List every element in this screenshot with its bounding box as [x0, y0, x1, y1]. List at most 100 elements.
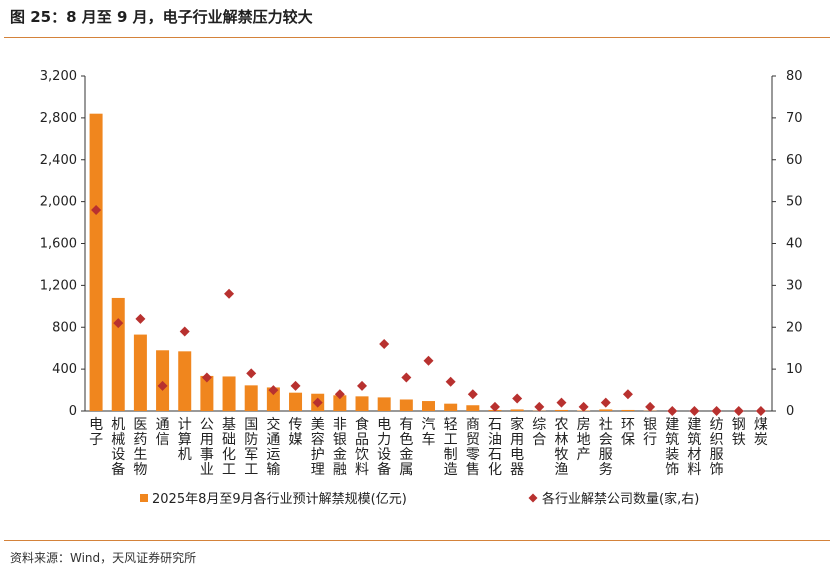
- right-tick-label: 20: [786, 320, 803, 335]
- category-label: 电子: [89, 417, 103, 448]
- bar: [133, 334, 147, 411]
- bar: [89, 113, 103, 411]
- count-marker: [711, 406, 722, 416]
- bar: [554, 409, 568, 411]
- category-label: 非银金融: [333, 417, 347, 478]
- category-label: 食品饮料: [355, 416, 369, 478]
- count-marker: [489, 401, 500, 412]
- bar: [289, 392, 303, 411]
- legend-marker-swatch: [528, 493, 538, 503]
- right-tick-label: 0: [786, 404, 794, 419]
- bar: [156, 350, 170, 411]
- bar: [621, 409, 635, 411]
- count-marker: [312, 397, 323, 408]
- count-marker: [113, 318, 124, 329]
- bar: [377, 397, 391, 411]
- right-tick-label: 50: [786, 195, 803, 210]
- left-tick-label: 1,200: [40, 278, 77, 293]
- legend-bar-label: 2025年8月至9月各行业预计解禁规模(亿元): [152, 491, 407, 507]
- category-label: 综合: [532, 417, 546, 448]
- category-label: 有色金属: [399, 417, 413, 478]
- left-tick-label: 2,400: [40, 153, 77, 168]
- category-label: 医药生物: [133, 417, 147, 478]
- count-marker: [467, 389, 478, 400]
- category-label: 农林牧渔: [554, 417, 568, 478]
- category-label: 家用电器: [510, 416, 524, 478]
- category-label: 钢铁: [732, 417, 746, 448]
- legend-marker-label: 各行业解禁公司数量(家,右): [542, 491, 699, 507]
- category-label: 公用事业: [200, 417, 214, 478]
- bar: [599, 409, 613, 411]
- bar: [200, 375, 214, 411]
- right-tick-label: 10: [786, 362, 803, 377]
- bar: [333, 395, 347, 411]
- count-marker: [733, 406, 744, 416]
- right-tick-label: 30: [786, 278, 803, 293]
- bar: [510, 409, 524, 411]
- category-label: 电力设备: [377, 417, 391, 478]
- count-marker: [357, 380, 368, 391]
- bar: [399, 399, 413, 411]
- count-marker: [423, 355, 434, 366]
- category-label: 环保: [621, 417, 635, 448]
- bar: [422, 401, 435, 411]
- category-label: 煤炭: [754, 417, 768, 448]
- left-tick-label: 3,200: [40, 69, 77, 84]
- bar: [266, 387, 280, 411]
- bar: [355, 396, 369, 411]
- top-rule: [4, 37, 830, 38]
- count-marker: [246, 368, 257, 379]
- count-marker: [645, 401, 656, 412]
- category-label: 通信: [156, 417, 170, 448]
- left-tick-label: 400: [52, 362, 77, 377]
- count-marker: [91, 205, 102, 215]
- category-label: 传媒: [289, 417, 303, 448]
- right-tick-label: 40: [786, 237, 803, 252]
- count-marker: [201, 372, 212, 383]
- left-tick-label: 2,000: [40, 195, 77, 210]
- count-marker: [379, 339, 390, 349]
- count-marker: [157, 380, 168, 391]
- category-label: 银行: [643, 417, 657, 448]
- left-tick-label: 1,600: [40, 237, 77, 252]
- category-label: 建筑材料: [687, 417, 701, 478]
- bar: [222, 376, 236, 411]
- figure-title: 图 25：8 月至 9 月，电子行业解禁压力较大: [10, 8, 313, 26]
- category-label: 国防军工: [244, 417, 258, 478]
- count-marker: [135, 313, 146, 324]
- right-tick-label: 80: [786, 69, 803, 84]
- left-tick-label: 2,800: [40, 111, 77, 126]
- category-label: 石油石化: [488, 417, 502, 478]
- count-marker: [667, 406, 678, 416]
- bar: [444, 403, 458, 411]
- bar: [466, 405, 480, 411]
- category-label: 美容护理: [311, 417, 325, 478]
- bar: [111, 297, 125, 411]
- count-marker: [534, 401, 545, 412]
- count-marker: [578, 401, 589, 412]
- count-marker: [445, 376, 456, 387]
- count-marker: [556, 397, 567, 408]
- count-marker: [334, 389, 345, 400]
- count-marker: [622, 389, 633, 400]
- source-note: 资料来源：Wind，天风证券研究所: [10, 551, 197, 565]
- bar: [178, 351, 192, 411]
- bottom-rule: [4, 540, 830, 541]
- count-marker: [755, 406, 766, 416]
- count-marker: [290, 380, 301, 391]
- category-label: 轻工制造: [444, 417, 458, 478]
- count-marker: [512, 393, 523, 404]
- category-label: 社会服务: [599, 417, 613, 478]
- left-tick-label: 0: [69, 404, 77, 419]
- right-tick-label: 60: [786, 153, 803, 168]
- bar: [244, 385, 258, 411]
- count-marker: [268, 385, 279, 396]
- category-label: 机械设备: [111, 417, 125, 478]
- category-label: 基础化工: [222, 416, 236, 478]
- category-label: 交通运输: [266, 416, 280, 478]
- left-tick-label: 800: [52, 320, 77, 335]
- category-label: 计算机: [178, 417, 192, 463]
- legend-bar-swatch: [140, 494, 148, 502]
- count-marker: [401, 372, 412, 383]
